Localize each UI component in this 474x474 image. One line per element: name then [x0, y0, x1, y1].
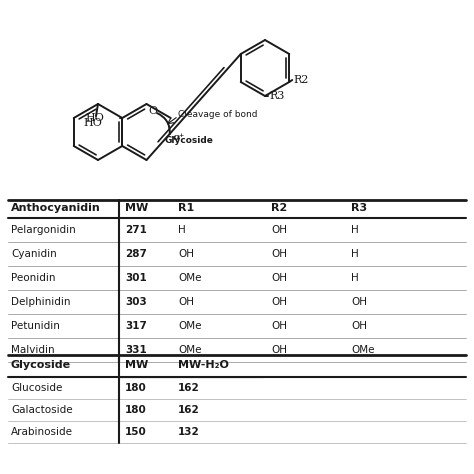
- Text: OH: OH: [178, 297, 194, 307]
- Text: 132: 132: [178, 427, 200, 437]
- Text: H: H: [351, 249, 359, 259]
- Text: OMe: OMe: [178, 345, 201, 355]
- Text: O: O: [148, 106, 158, 116]
- Text: H: H: [178, 225, 186, 235]
- Text: Arabinoside: Arabinoside: [11, 427, 73, 437]
- Text: Delphinidin: Delphinidin: [11, 297, 71, 307]
- Text: Peonidin: Peonidin: [11, 273, 55, 283]
- Text: o⁺: o⁺: [173, 133, 185, 142]
- Text: HO: HO: [83, 118, 102, 128]
- Text: Cleavage of bond: Cleavage of bond: [179, 109, 258, 118]
- Text: H: H: [351, 273, 359, 283]
- Text: OH: OH: [271, 345, 287, 355]
- Text: 287: 287: [125, 249, 147, 259]
- Text: 162: 162: [178, 383, 200, 393]
- Text: R2: R2: [293, 75, 309, 85]
- Text: Galactoside: Galactoside: [11, 405, 73, 415]
- Text: 301: 301: [125, 273, 147, 283]
- Text: R2: R2: [271, 203, 287, 213]
- Text: Cyanidin: Cyanidin: [11, 249, 57, 259]
- Text: 180: 180: [125, 405, 147, 415]
- Text: OH: OH: [351, 297, 367, 307]
- Text: OMe: OMe: [178, 321, 201, 331]
- Text: H: H: [351, 225, 359, 235]
- Text: OH: OH: [271, 225, 287, 235]
- Text: Glycoside: Glycoside: [164, 136, 213, 145]
- Text: OH: OH: [271, 321, 287, 331]
- Text: 162: 162: [178, 405, 200, 415]
- Text: 303: 303: [125, 297, 147, 307]
- Text: OMe: OMe: [351, 345, 374, 355]
- Text: Anthocyanidin: Anthocyanidin: [11, 203, 101, 213]
- Text: 317: 317: [125, 321, 147, 331]
- Text: Pelargonidin: Pelargonidin: [11, 225, 76, 235]
- Text: 331: 331: [125, 345, 147, 355]
- Text: 271: 271: [125, 225, 147, 235]
- Text: OH: OH: [271, 297, 287, 307]
- Text: MW-H₂O: MW-H₂O: [178, 360, 229, 370]
- Text: R3: R3: [269, 91, 284, 101]
- Text: MW: MW: [125, 203, 148, 213]
- Text: OH: OH: [271, 249, 287, 259]
- Text: 150: 150: [125, 427, 147, 437]
- Text: OMe: OMe: [178, 273, 201, 283]
- Text: Malvidin: Malvidin: [11, 345, 55, 355]
- Text: MW: MW: [125, 360, 148, 370]
- Text: R1: R1: [178, 203, 194, 213]
- Text: OH: OH: [271, 273, 287, 283]
- Text: 180: 180: [125, 383, 147, 393]
- Text: R3: R3: [351, 203, 367, 213]
- Text: Glycoside: Glycoside: [11, 360, 71, 370]
- Text: OH: OH: [178, 249, 194, 259]
- Text: Glucoside: Glucoside: [11, 383, 63, 393]
- Text: HO: HO: [85, 113, 104, 123]
- Text: OH: OH: [351, 321, 367, 331]
- Text: Petunidin: Petunidin: [11, 321, 60, 331]
